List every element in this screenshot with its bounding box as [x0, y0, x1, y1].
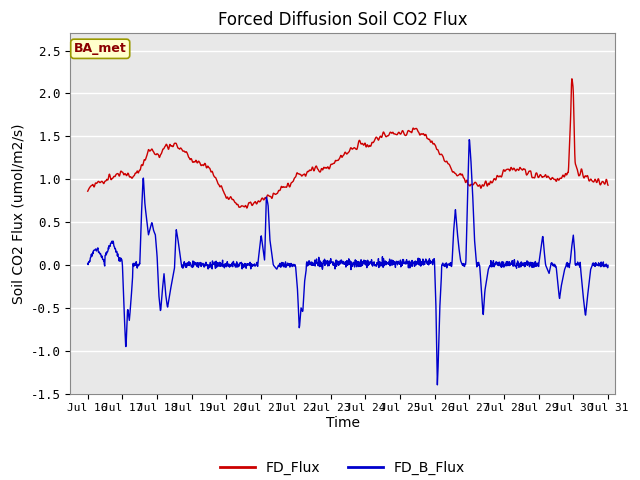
- Legend: FD_Flux, FD_B_Flux: FD_Flux, FD_B_Flux: [214, 455, 471, 480]
- X-axis label: Time: Time: [326, 416, 360, 430]
- Y-axis label: Soil CO2 Flux (umol/m2/s): Soil CO2 Flux (umol/m2/s): [11, 123, 25, 304]
- Title: Forced Diffusion Soil CO2 Flux: Forced Diffusion Soil CO2 Flux: [218, 11, 467, 29]
- Text: BA_met: BA_met: [74, 42, 127, 55]
